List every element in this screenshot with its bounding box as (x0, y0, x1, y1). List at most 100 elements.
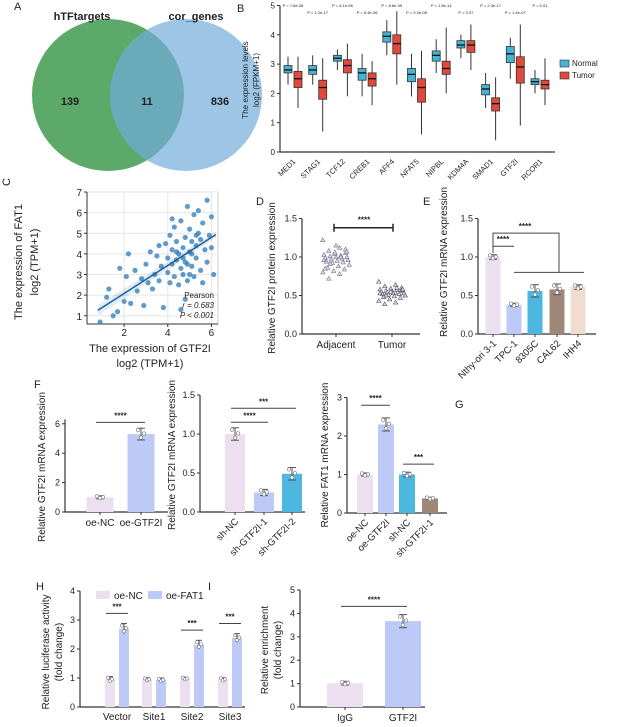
bar-G-y-tick-label: 2 (337, 431, 342, 441)
replicate-point (106, 675, 110, 680)
replicate-point (195, 640, 199, 644)
replicate-point (286, 467, 291, 472)
replicate-point (514, 302, 519, 307)
bar-G-y-label: Relative FAT1 mRNA expression (320, 383, 331, 528)
dotplot-point (335, 263, 342, 269)
scatter-point (180, 245, 186, 251)
bar-F1-y-tick-label: 2 (55, 478, 60, 488)
scatter-point (204, 259, 210, 265)
bar-oe-fat1 (232, 637, 242, 707)
bar (399, 474, 415, 513)
scatter-point (202, 247, 208, 253)
scatter-point (163, 240, 169, 247)
replicate-point (136, 427, 141, 432)
replicate-point (345, 680, 350, 685)
panel-letter-C: C (1, 178, 13, 186)
dotplot-point (383, 292, 389, 298)
scatter-point (121, 298, 127, 304)
panel-letter-A: A (14, 1, 22, 13)
bar (225, 434, 245, 512)
scatter-point (97, 319, 103, 325)
bar-I-y-tick-label: 3 (290, 632, 295, 642)
scatter-point (123, 273, 129, 280)
scatter-x-label: The expression of GTF2I (89, 343, 211, 355)
replicate-point (386, 421, 391, 426)
x-tick-label: GTF2I (389, 713, 417, 724)
replicate-point (551, 283, 556, 288)
dotplot-point (328, 256, 334, 262)
replicate-point (258, 488, 263, 493)
bar-oe-nc (142, 679, 152, 707)
replicate-point (185, 676, 189, 681)
sig-bracket (492, 232, 560, 273)
bar-H-y-tick-label: 1 (70, 673, 75, 683)
replicate-point (95, 494, 100, 499)
box-p-value: P = 5.4e-06 (357, 10, 378, 15)
box-x-tick-label: TCF12 (324, 157, 347, 180)
bar-F2-y-tick-label: 1.0 (182, 429, 195, 439)
bar-oe-nc (218, 679, 228, 707)
sig-label: *** (225, 612, 235, 621)
scatter-x-tick-label: 6 (209, 328, 215, 339)
scatter-point (132, 267, 138, 273)
replicate-point (572, 283, 577, 288)
replicate-point (404, 473, 409, 478)
dotplot-point (396, 291, 402, 296)
box-normal (481, 84, 491, 96)
panel-letter-E: E (423, 196, 430, 208)
dotplot-y-tick-label: 1.0 (284, 252, 297, 262)
dotplot-point (345, 257, 351, 262)
scatter-point (160, 304, 167, 311)
box-tumor (342, 59, 352, 74)
dotplot-point (388, 288, 394, 294)
replicate-point (339, 679, 344, 684)
x-tick-label: sh-NC (214, 516, 241, 543)
replicate-point (508, 301, 513, 306)
replicate-point (557, 286, 562, 291)
bar-E-y-tick-label: 0.5 (460, 291, 473, 301)
dotplot-point (377, 290, 383, 296)
dotplot-point (334, 258, 340, 263)
replicate-point (147, 677, 151, 682)
scatter-point (208, 214, 215, 220)
sig-label: **** (358, 216, 371, 225)
bar-F1-y-tick-label: 6 (55, 419, 60, 429)
dotplot-point (321, 257, 327, 262)
box-x-tick-label: MED1 (276, 157, 297, 178)
dotplot-point (341, 266, 348, 272)
sig-label: **** (519, 222, 532, 231)
panel-letter-D: D (256, 196, 264, 208)
scatter-point (165, 269, 171, 276)
box-p-value: P = 0.97 (458, 10, 474, 15)
scatter-point (147, 249, 153, 255)
pearson-r: r = 0.683 (182, 301, 214, 310)
bar-E-y-label: Relative GTF2I mRNA expression (439, 187, 450, 337)
dotplot-point (326, 248, 332, 253)
scatter-point (189, 263, 195, 269)
scatter-y-tick-label: 5 (76, 229, 82, 240)
sig-label: *** (259, 397, 269, 406)
scatter-point (206, 232, 212, 238)
replicate-point (380, 417, 385, 422)
scatter-point (134, 288, 140, 294)
scatter-point (156, 278, 162, 284)
scatter-point (197, 236, 204, 243)
replicate-point (199, 642, 203, 647)
panel-letter-I: I (208, 581, 211, 593)
x-tick-label: Nthy-ori 3-1 (456, 338, 499, 381)
venn-circle-cor_genes (110, 19, 262, 171)
box-y-tick-label: 1 (271, 119, 276, 128)
scatter-point (169, 247, 175, 253)
box-x-tick-label: SMAD1 (470, 157, 495, 182)
replicate-point (101, 495, 106, 500)
box-tumor (466, 40, 476, 53)
bar-I-y-tick-label: 5 (290, 585, 295, 595)
box-normal (407, 68, 416, 83)
box-y-tick-label: 3 (271, 60, 276, 69)
box-y-label-2: log2 (FPKM+1) (252, 53, 261, 107)
scatter-point (178, 218, 184, 224)
replicate-point (532, 292, 537, 297)
dotplot-point (332, 249, 338, 255)
replicate-point (365, 472, 370, 477)
dotplot-point (327, 261, 333, 266)
